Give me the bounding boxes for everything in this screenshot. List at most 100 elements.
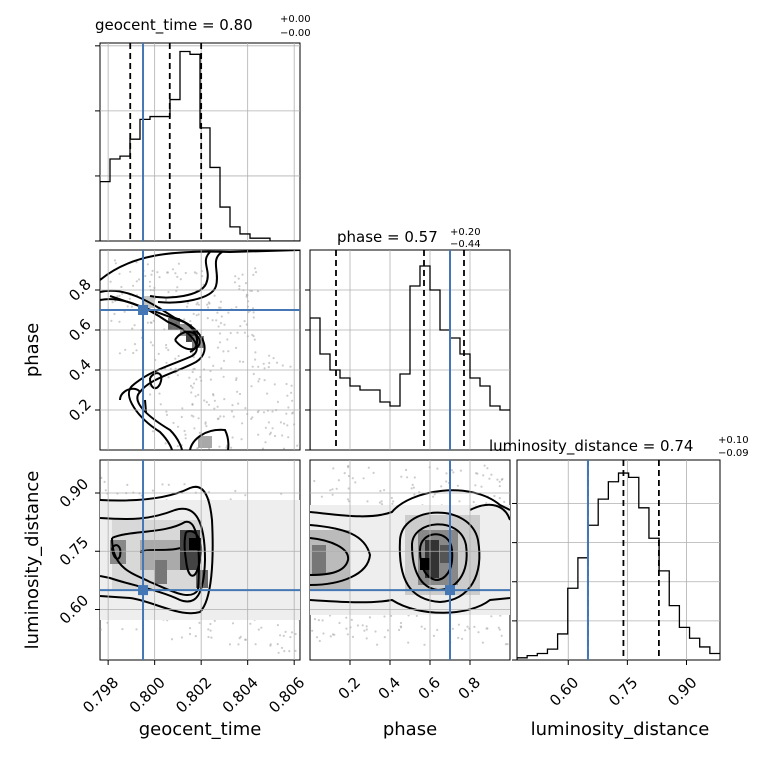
contours	[310, 489, 510, 614]
x-tick-label: 0.2	[335, 673, 365, 703]
scatter-point	[445, 472, 448, 475]
scatter-point	[374, 630, 377, 633]
scatter-point	[457, 623, 460, 626]
contour-line	[111, 544, 122, 560]
scatter-point	[292, 411, 295, 414]
scatter-point	[176, 425, 180, 428]
scatter-point	[320, 495, 323, 498]
hist-y-ticks	[512, 502, 517, 661]
scatter-point	[244, 407, 247, 410]
scatter-point	[204, 422, 207, 425]
scatter-point	[158, 276, 161, 279]
scatter-point	[276, 643, 279, 646]
scatter-point	[174, 357, 177, 360]
scatter-point	[175, 289, 178, 293]
scatter-point	[412, 486, 415, 489]
scatter-point	[172, 421, 175, 424]
scatter-point	[496, 478, 499, 481]
scatter-point	[286, 424, 289, 427]
scatter-point	[239, 325, 242, 328]
scatter-point	[290, 384, 293, 387]
scatter-point	[231, 404, 234, 407]
scatter-point	[109, 280, 112, 283]
contour-line	[157, 251, 223, 304]
scatter-point	[223, 398, 226, 401]
quantile-lines	[335, 250, 465, 450]
scatter-point	[499, 614, 502, 617]
x-tick-label: 0.75	[605, 673, 641, 709]
scatter-point	[229, 331, 232, 335]
scatter-point	[267, 366, 270, 369]
scatter-point	[240, 438, 243, 441]
scatter-point	[208, 356, 211, 359]
panel-distance-vs-geocent-time: 0.798 0.800 0.802 0.804 0.806 0.60 0.75 0.90 g…	[22, 459, 308, 740]
scatter-point	[298, 443, 300, 446]
scatter-point	[290, 391, 293, 394]
scatter-point	[486, 467, 489, 470]
scatter-point	[201, 275, 204, 278]
scatter-point	[244, 494, 247, 497]
scatter-point	[432, 634, 435, 638]
scatter-point	[212, 393, 215, 396]
scatter-point	[256, 411, 259, 414]
scatter-point	[244, 282, 248, 285]
scatter-point	[474, 484, 477, 487]
scatter-point	[226, 338, 229, 341]
scatter-point	[196, 301, 199, 304]
scatter-point	[400, 626, 403, 629]
scatter-point	[475, 472, 478, 475]
scatter-point	[362, 477, 365, 480]
title-phase: phase = 0.57	[337, 228, 438, 246]
scatter-point	[123, 310, 126, 313]
title-geocent-time-sub: −0.00	[280, 28, 311, 39]
scatter-point	[283, 650, 286, 653]
scatter-point	[114, 299, 117, 302]
scatter-point	[135, 628, 138, 631]
scatter-point	[244, 638, 247, 641]
scatter-point	[376, 643, 379, 646]
scatter-point	[296, 444, 299, 447]
scatter-point	[128, 297, 131, 300]
contour-line	[174, 331, 202, 351]
scatter-point	[116, 295, 119, 298]
scatter-point	[498, 485, 501, 488]
density-cell	[155, 560, 167, 584]
scatter-point	[331, 488, 334, 491]
scatter-point	[218, 306, 221, 309]
scatter-point	[503, 500, 506, 503]
xlabel-luminosity-distance: luminosity_distance	[531, 719, 710, 740]
scatter-point	[177, 262, 180, 265]
scatter-point	[194, 395, 197, 398]
scatter-point	[282, 447, 286, 450]
scatter-point	[174, 367, 177, 370]
scatter-point	[337, 479, 340, 482]
scatter-point	[273, 434, 277, 438]
scatter-point	[191, 402, 194, 406]
scatter-point	[459, 469, 462, 472]
scatter-point	[290, 631, 294, 634]
scatter-point	[207, 301, 210, 304]
scatter-point	[294, 632, 297, 636]
scatter-point	[222, 415, 225, 418]
panel-distance-vs-phase: 0.2 0.4 0.6 0.8 phase	[309, 459, 511, 740]
scatter-point	[263, 379, 266, 382]
scatter-point	[206, 317, 209, 320]
scatter-point	[392, 500, 395, 503]
scatter-point	[113, 259, 117, 262]
grid	[100, 250, 300, 450]
scatter-point	[411, 483, 414, 486]
scatter-point	[198, 431, 201, 434]
scatter-point	[222, 375, 225, 378]
scatter-point	[461, 637, 464, 641]
scatter-point	[215, 319, 218, 322]
scatter-point	[243, 320, 246, 323]
scatter-point	[361, 624, 364, 627]
truth-lines	[100, 460, 300, 660]
scatter-point	[451, 627, 454, 630]
panel-distance-hist: 0.60 0.75 0.90 luminosity_distance = 0.74 …	[489, 435, 749, 740]
scatter-point	[252, 372, 255, 376]
scatter-point	[456, 484, 459, 487]
scatter-point	[146, 263, 149, 266]
scatter-point	[273, 383, 276, 386]
scatter-point	[230, 410, 234, 413]
